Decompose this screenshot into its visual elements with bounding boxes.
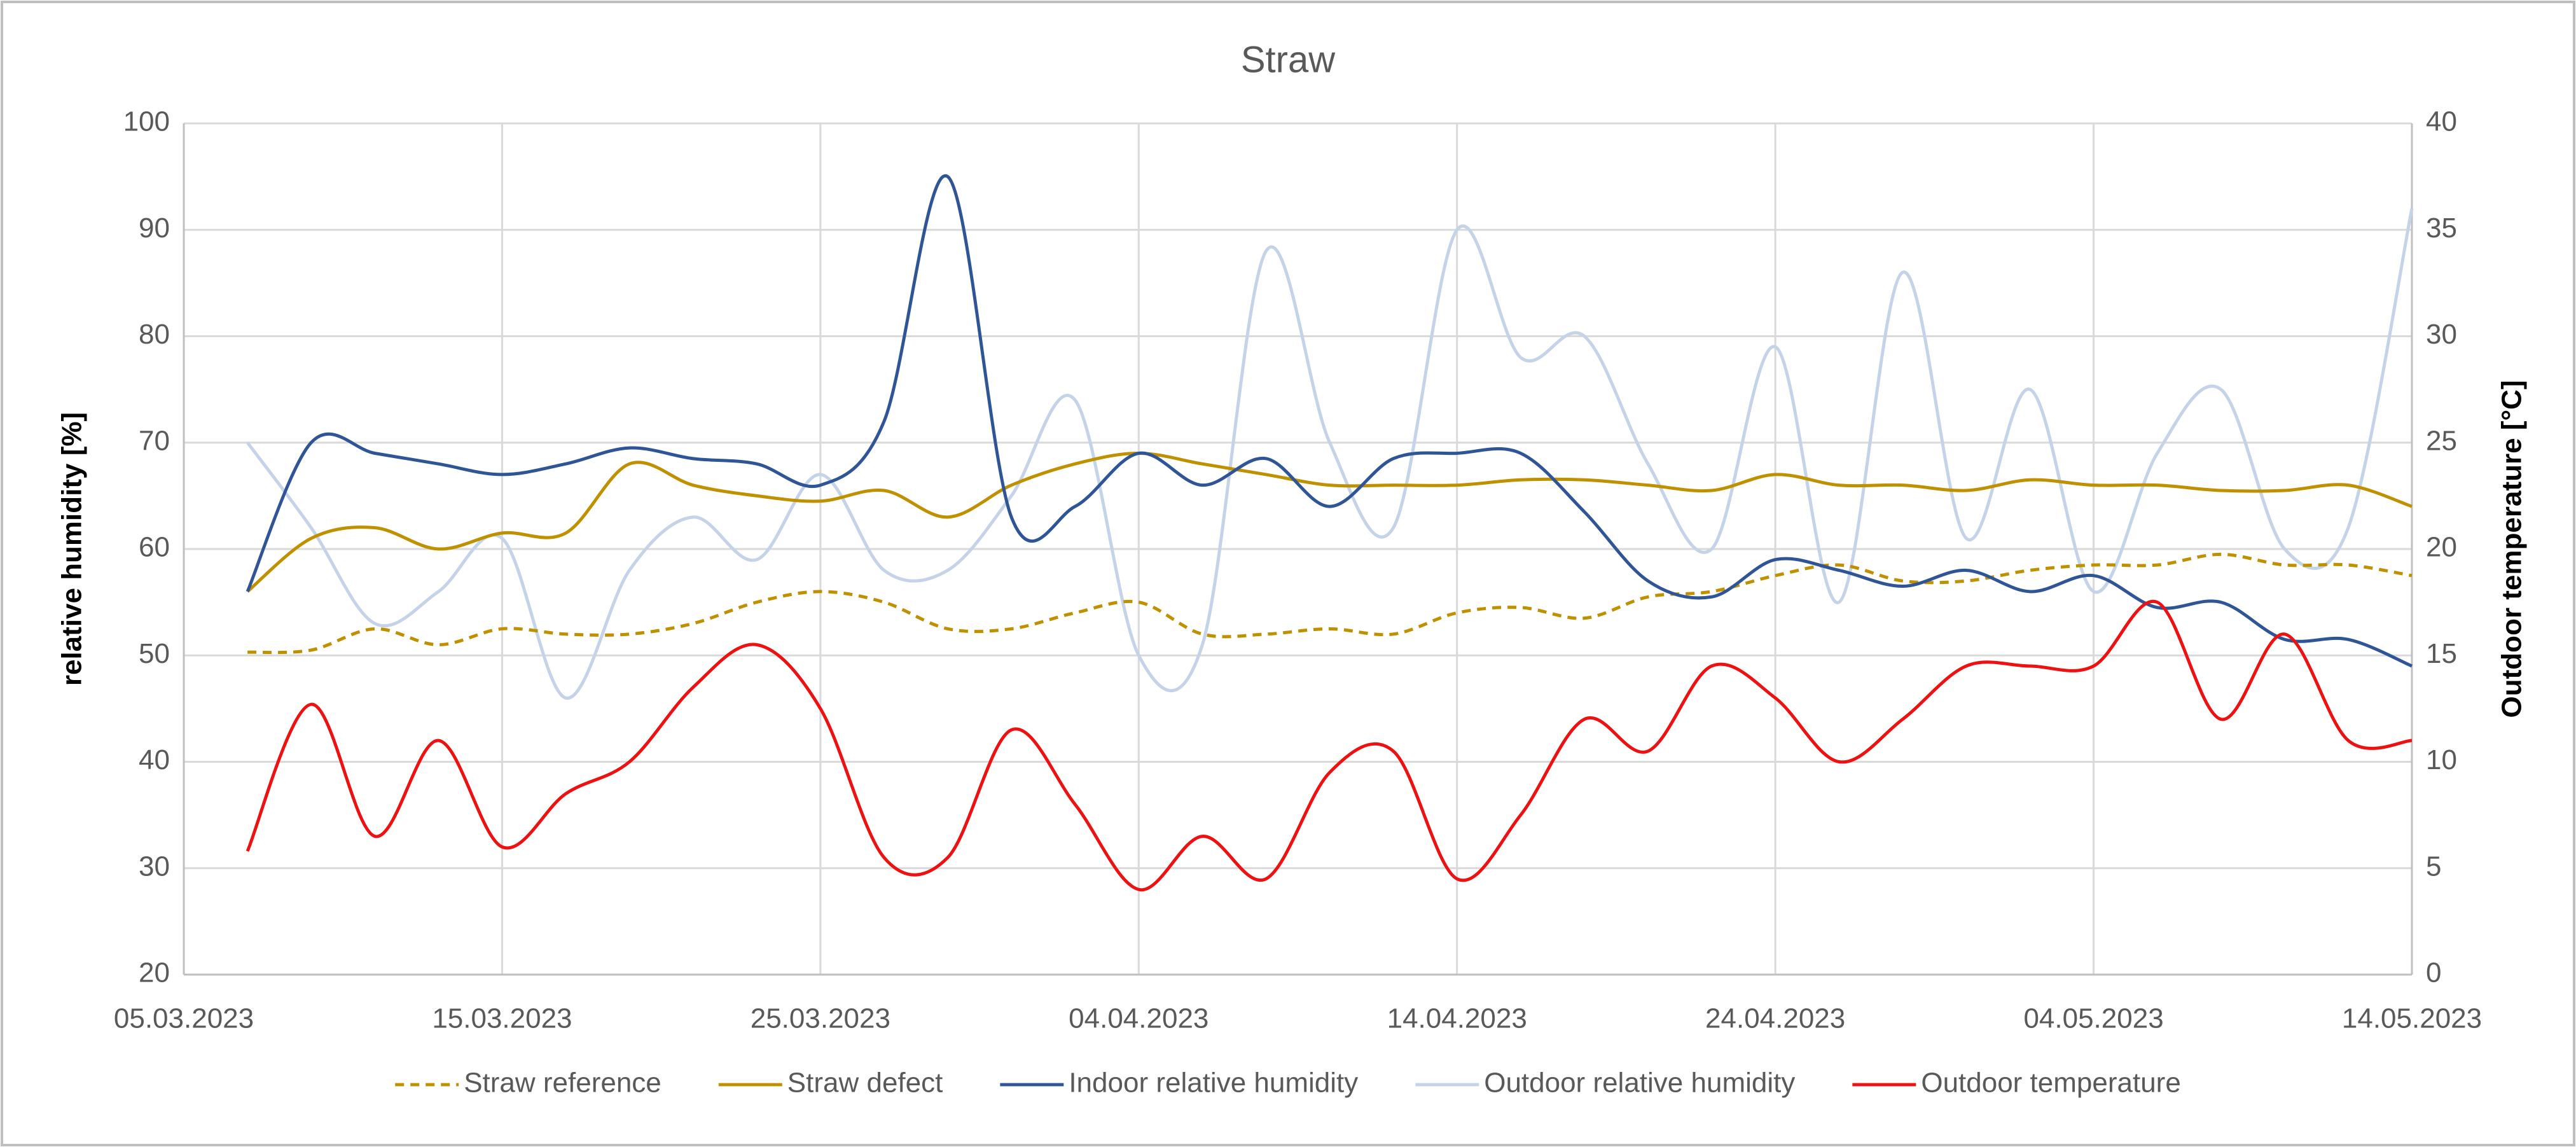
y2-tick-label: 5 bbox=[2426, 851, 2441, 882]
y2-tick-label: 35 bbox=[2426, 212, 2457, 244]
series-line bbox=[246, 451, 2413, 593]
x-tick-label: 14.05.2023 bbox=[2342, 1003, 2482, 1034]
legend-label: Outdoor relative humidity bbox=[1484, 1067, 1795, 1099]
y-tick-label: 90 bbox=[139, 212, 170, 244]
x-tick-label: 25.03.2023 bbox=[751, 1003, 890, 1034]
x-tick-label: 05.03.2023 bbox=[114, 1003, 254, 1034]
y-axis-label: relative humidity [%] bbox=[57, 412, 88, 686]
legend-label: Indoor relative humidity bbox=[1069, 1067, 1358, 1099]
x-tick-label: 04.05.2023 bbox=[2023, 1003, 2163, 1034]
y-tick-label: 50 bbox=[139, 638, 170, 669]
series-line bbox=[247, 552, 2413, 655]
y-tick-label: 100 bbox=[123, 106, 170, 137]
y-tick-label: 40 bbox=[139, 744, 170, 775]
x-tick-label: 24.04.2023 bbox=[1705, 1003, 1845, 1034]
legend-label: Straw defect bbox=[787, 1067, 943, 1099]
series-line bbox=[246, 599, 2413, 891]
y2-tick-label: 40 bbox=[2426, 106, 2457, 137]
y2-axis-label: Outdoor temperature [°C] bbox=[2496, 380, 2528, 718]
series-line bbox=[246, 174, 2413, 668]
x-tick-label: 04.04.2023 bbox=[1069, 1003, 1208, 1034]
y2-tick-label: 25 bbox=[2426, 425, 2457, 456]
y-tick-label: 70 bbox=[139, 425, 170, 456]
y2-tick-label: 20 bbox=[2426, 532, 2457, 563]
y-tick-label: 30 bbox=[139, 851, 170, 882]
legend-label: Straw reference bbox=[464, 1067, 661, 1099]
y2-tick-label: 10 bbox=[2426, 744, 2457, 775]
chart-title: Straw bbox=[1241, 39, 1336, 80]
x-tick-label: 15.03.2023 bbox=[432, 1003, 572, 1034]
y-tick-label: 60 bbox=[139, 532, 170, 563]
series-line bbox=[246, 208, 2414, 700]
legend: Straw reference Straw defect Indoor relati… bbox=[395, 1067, 2181, 1099]
y2-tick-label: 15 bbox=[2426, 638, 2457, 669]
y-tick-label: 80 bbox=[139, 319, 170, 350]
y-tick-label: 20 bbox=[139, 957, 170, 989]
legend-label: Outdoor temperature bbox=[1921, 1067, 2180, 1099]
y2-tick-label: 30 bbox=[2426, 319, 2457, 350]
x-tick-label: 14.04.2023 bbox=[1387, 1003, 1527, 1034]
y2-tick-label: 0 bbox=[2426, 957, 2441, 989]
